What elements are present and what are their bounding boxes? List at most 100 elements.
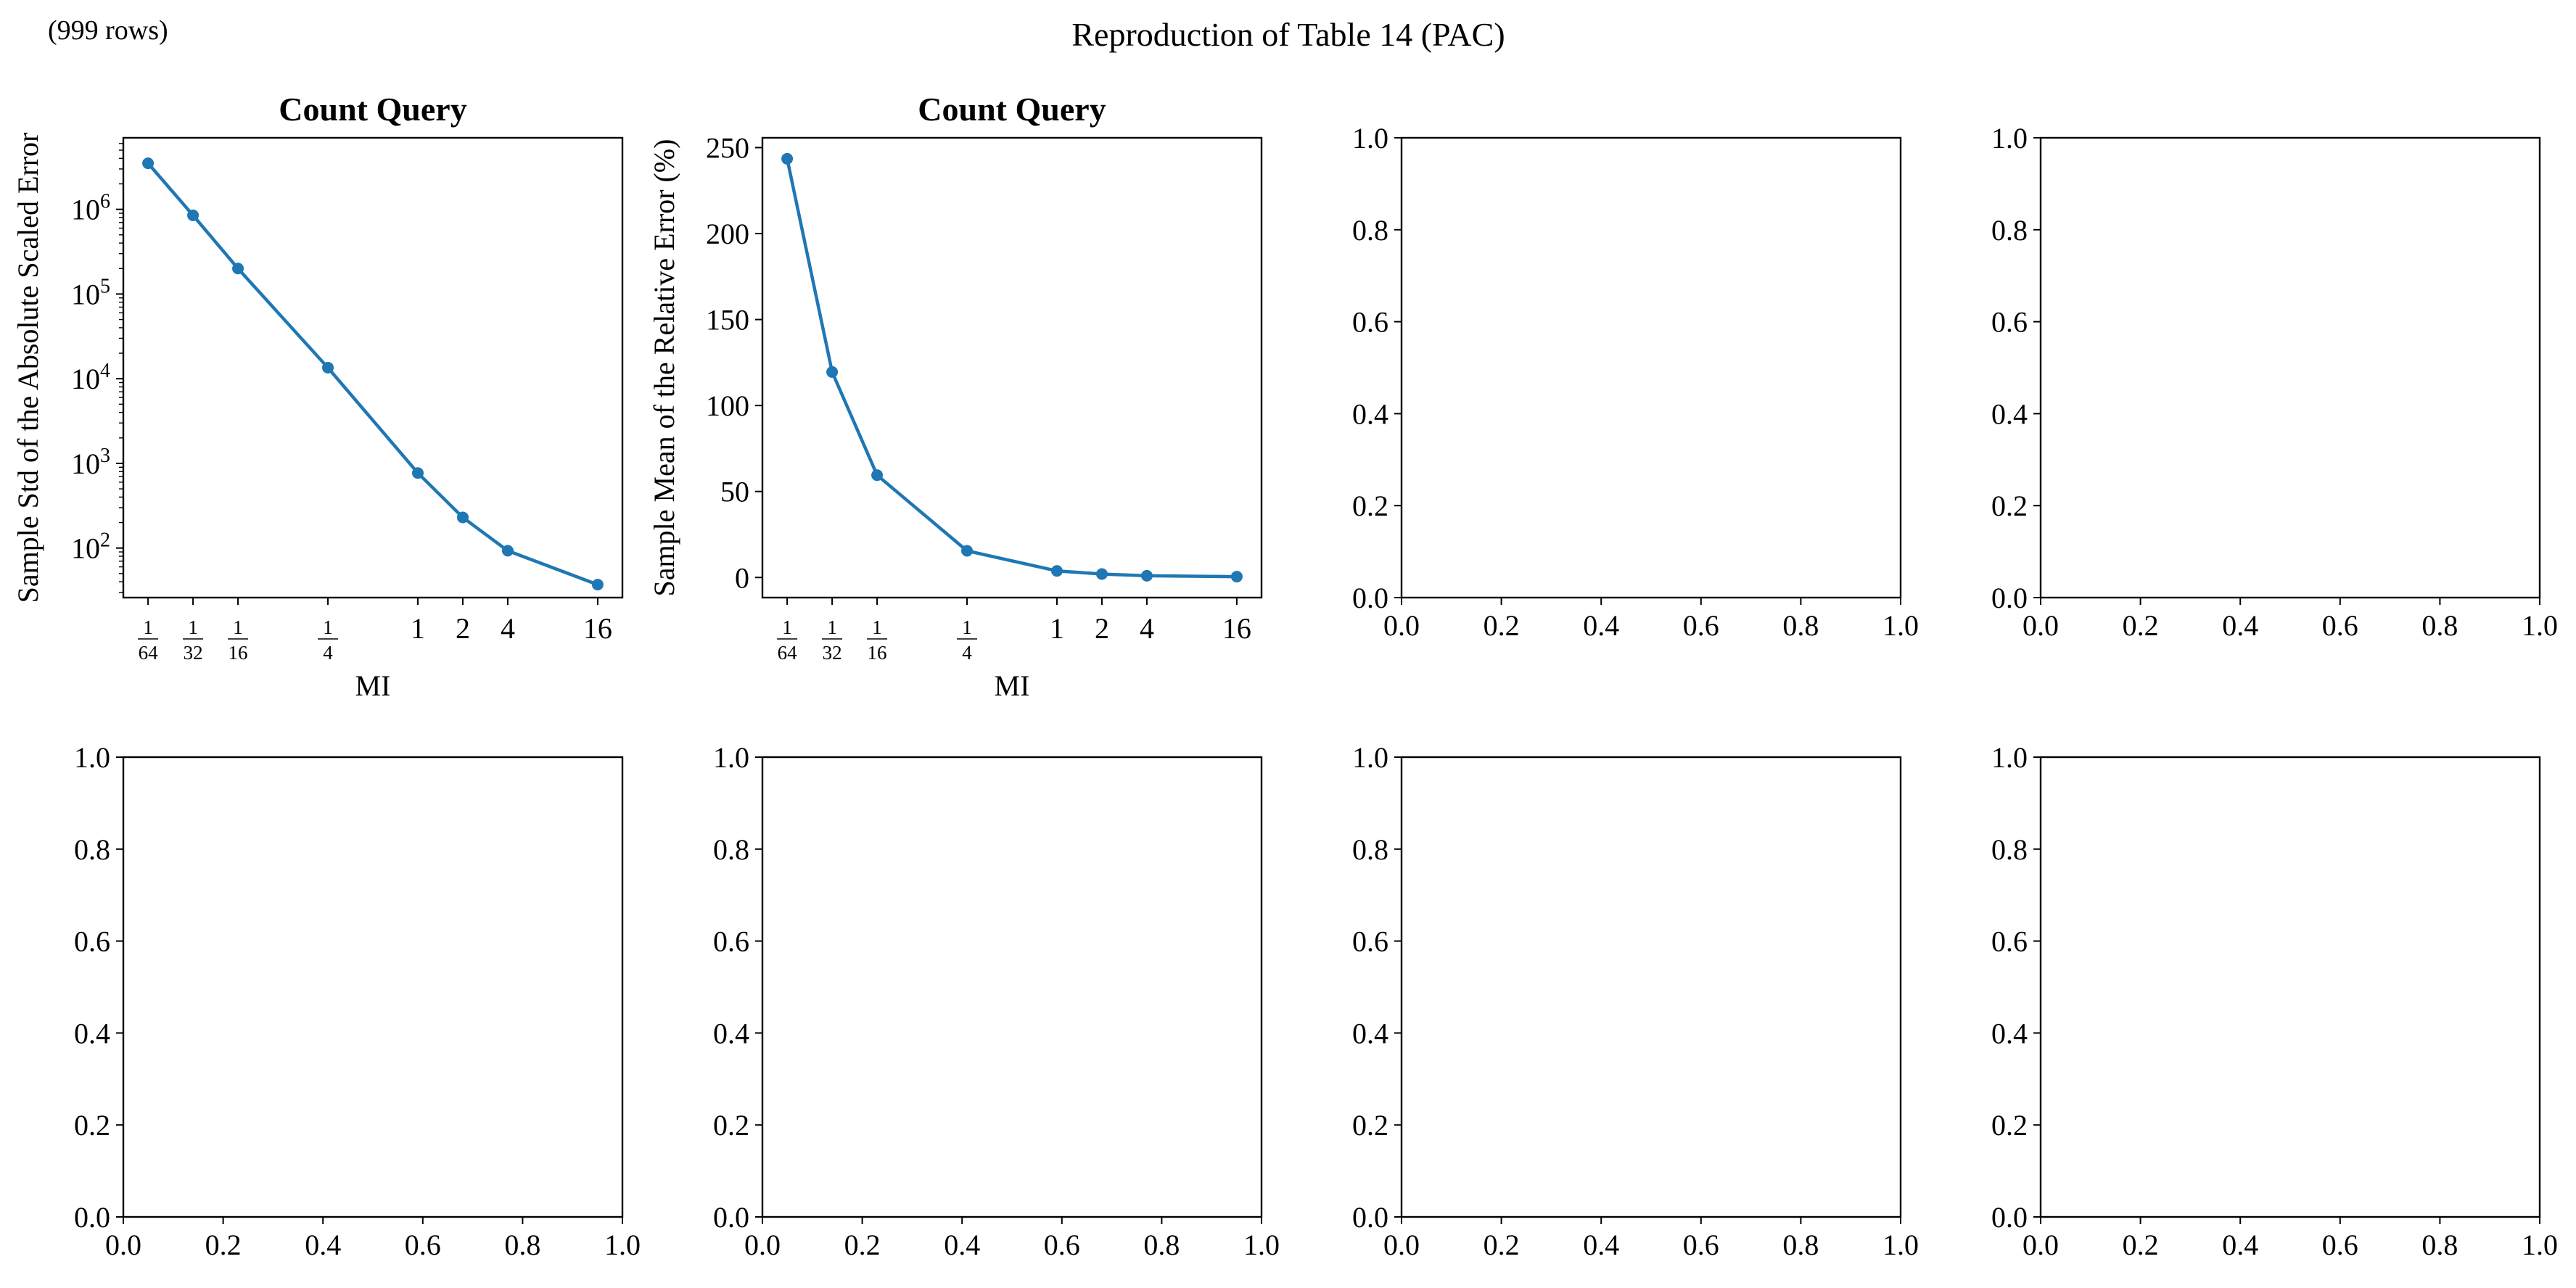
chart-panel-3: 0.0 0.2 0.4 0.6 0.8 1.0 0.0 0.2 0.4 0.6 0.8 1.0: [1352, 122, 1919, 642]
y-axis-label: Sample Mean of the Relative Error (%): [648, 139, 680, 597]
x-tick-denominator: 16: [229, 642, 248, 664]
panel-title: Count Query: [279, 91, 466, 128]
x-tick-label: 1.0: [1882, 1229, 1919, 1261]
x-axis-label: MI: [355, 669, 391, 702]
y-tick-label: 0.8: [1991, 833, 2028, 866]
x-tick-label: 0.2: [844, 1229, 881, 1261]
axes-frame: [761, 756, 1263, 1218]
data-point: [961, 545, 974, 557]
y-tick-label: 1.0: [1352, 741, 1388, 774]
series-line: [147, 162, 598, 587]
x-tick-denominator: 4: [323, 642, 333, 664]
y-tick-label: 0.2: [713, 1109, 749, 1142]
x-tick-label: 0.8: [2421, 1229, 2458, 1261]
x-tick-label: 0.2: [1484, 609, 1520, 642]
x-tick-label: 0.0: [744, 1229, 781, 1261]
y-tick-label: 0.0: [713, 1201, 749, 1234]
panel-title: Count Query: [918, 91, 1106, 128]
y-tick-label: 0.6: [74, 925, 110, 958]
chart-panel-7: 0.0 0.2 0.4 0.6 0.8 1.0 0.0 0.2 0.4 0.6 0.8 1.0: [1352, 741, 1919, 1261]
axes-frame: [1400, 136, 1902, 599]
y-tick-label: 0.6: [1352, 925, 1388, 958]
y-tick-label: 105: [71, 275, 110, 310]
data-point: [781, 152, 794, 165]
data-point: [1050, 565, 1063, 577]
data-point: [411, 467, 424, 479]
x-tick-label: 0.2: [2123, 1229, 2159, 1261]
x-tick-label: 0.8: [2421, 609, 2458, 642]
series-line: [785, 158, 1237, 579]
x-tick-label: 0.0: [1383, 1229, 1420, 1261]
x-tick-label: 0.4: [1583, 1229, 1619, 1261]
x-tick-label: 0.0: [1383, 609, 1420, 642]
x-tick-label: 1: [1050, 612, 1064, 645]
x-tick-label: 0.4: [944, 1229, 980, 1261]
y-tick-label: 0.6: [1991, 306, 2028, 339]
x-tick-label: 4: [501, 612, 515, 645]
x-tick-numerator: 1: [323, 616, 333, 638]
y-tick-label: 104: [71, 360, 110, 395]
y-tick-label: 0.8: [1352, 833, 1388, 866]
data-point: [322, 361, 334, 373]
x-tick-label: 16: [583, 612, 612, 645]
y-tick-label: 0.4: [1352, 1017, 1388, 1049]
x-tick-numerator: 1: [782, 616, 792, 638]
y-tick-label: 0.2: [1991, 490, 2028, 522]
y-tick-label: 150: [706, 304, 749, 337]
y-tick-label: 0.6: [1991, 925, 2028, 958]
x-tick-label: 1.0: [1243, 1229, 1280, 1261]
corner-note: (999 rows): [48, 15, 168, 46]
x-tick-label: 0.4: [305, 1229, 341, 1261]
x-tick-denominator: 4: [962, 642, 972, 664]
y-tick-label: 103: [71, 445, 110, 480]
x-tick-label: 0.4: [2222, 609, 2258, 642]
y-tick-label: 0.2: [1352, 490, 1388, 522]
x-tick-label: 0.6: [405, 1229, 441, 1261]
x-tick-label: 0.6: [1683, 1229, 1719, 1261]
y-tick-label: 106: [71, 191, 110, 226]
data-point: [142, 157, 155, 170]
y-tick-label: 0.4: [713, 1017, 749, 1049]
y-tick-label: 0.8: [713, 833, 749, 866]
x-tick-label: 0.0: [105, 1229, 141, 1261]
y-tick-label: 0.0: [1352, 1201, 1388, 1234]
y-tick-label: 100: [706, 389, 749, 422]
data-point: [591, 579, 604, 591]
y-tick-label: 0.8: [74, 833, 110, 866]
y-tick-label: 0.0: [1991, 1201, 2028, 1234]
axes-frame: [1400, 756, 1902, 1218]
chart-panel-4: 0.0 0.2 0.4 0.6 0.8 1.0 0.0 0.2 0.4 0.6 0.8 1.0: [1991, 122, 2558, 642]
x-tick-numerator: 1: [872, 616, 882, 638]
chart-panel-8: 0.0 0.2 0.4 0.6 0.8 1.0 0.0 0.2 0.4 0.6 0.8 1.0: [1991, 741, 2558, 1261]
x-tick-denominator: 16: [868, 642, 887, 664]
y-tick-label: 0.4: [74, 1017, 110, 1049]
y-tick-label: 1.0: [713, 741, 749, 774]
data-point: [826, 366, 839, 378]
y-tick-label: 0.2: [1352, 1109, 1388, 1142]
x-tick-numerator: 1: [143, 616, 153, 638]
x-tick-label: 0.6: [2322, 1229, 2358, 1261]
y-tick-label: 200: [706, 218, 749, 250]
y-axis-label: Sample Std of the Absolute Scaled Error: [12, 133, 44, 603]
data-point: [1140, 569, 1153, 582]
data-point: [871, 469, 884, 482]
y-tick-label: 0: [735, 561, 749, 594]
x-tick-label: 1: [411, 612, 425, 645]
y-tick-label: 0.0: [1352, 582, 1388, 614]
data-point: [1230, 571, 1243, 583]
x-tick-label: 0.2: [2123, 609, 2159, 642]
axes-frame: [2039, 756, 2541, 1218]
y-tick-label: 0.8: [1991, 214, 2028, 247]
x-tick-label: 0.2: [205, 1229, 242, 1261]
y-tick-label: 0.8: [1352, 214, 1388, 247]
x-tick-denominator: 64: [778, 642, 798, 664]
chart-panel-5: 0.0 0.2 0.4 0.6 0.8 1.0 0.0 0.2 0.4 0.6 0.8 1.0: [74, 741, 641, 1261]
y-tick-label: 1.0: [1991, 741, 2028, 774]
x-tick-label: 16: [1222, 612, 1251, 645]
axes-frame: [122, 756, 624, 1218]
x-tick-numerator: 1: [962, 616, 972, 638]
x-tick-label: 0.2: [1484, 1229, 1520, 1261]
